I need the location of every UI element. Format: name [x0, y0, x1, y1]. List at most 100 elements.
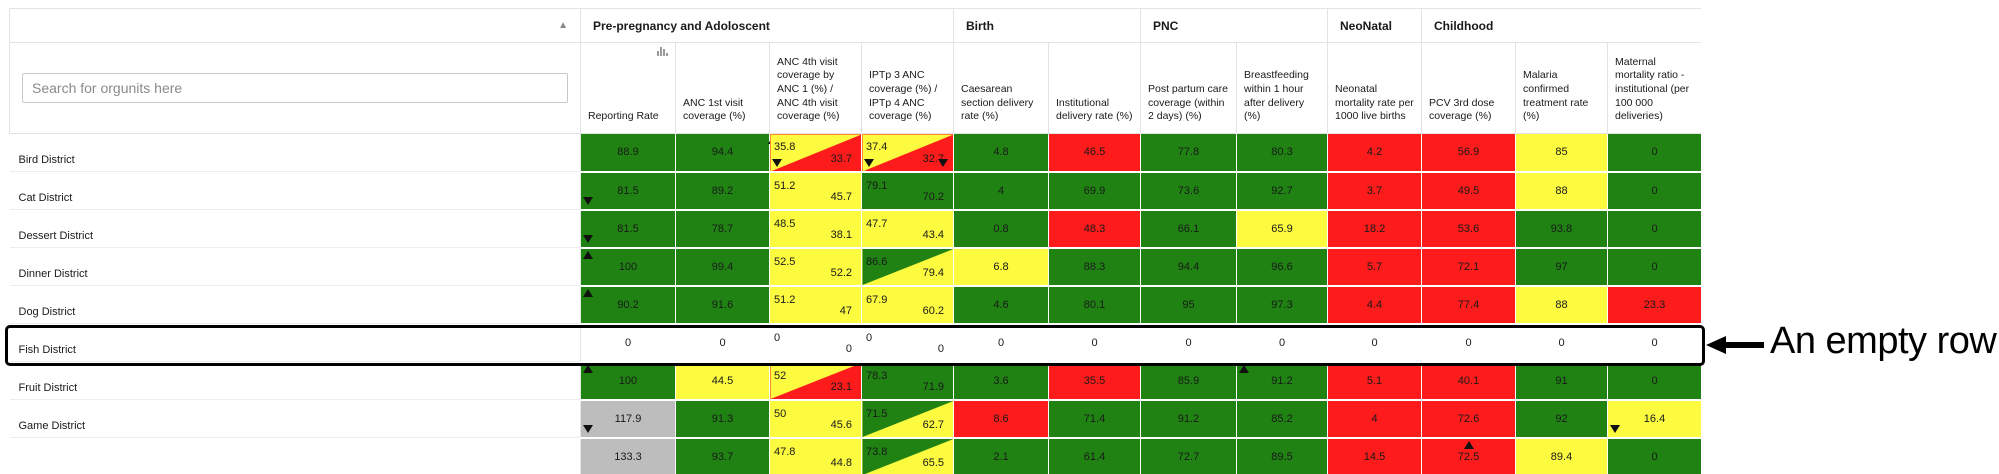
value-cell[interactable]: 0 [953, 323, 1049, 363]
value-cell[interactable]: 91.2 [1236, 361, 1328, 401]
value-cell[interactable]: 72.7 [1140, 437, 1237, 474]
value-cell[interactable]: 3.7 [1327, 171, 1422, 211]
split-value-cell[interactable]: 86.6 79.4 [861, 247, 954, 287]
value-cell[interactable]: 0 [1607, 323, 1701, 363]
value-cell[interactable]: 100 [580, 361, 676, 401]
value-cell[interactable]: 77.4 [1421, 285, 1516, 325]
value-cell[interactable]: 4.8 [953, 133, 1049, 173]
value-cell[interactable]: 5.7 [1327, 247, 1422, 287]
orgunit-name[interactable]: Game District [9, 399, 581, 438]
value-cell[interactable]: 4.4 [1327, 285, 1422, 325]
value-cell[interactable]: 91.2 [1140, 399, 1237, 439]
table-row[interactable]: Dinner District 100 99.4 52.5 52.2 86.6 79.4 6.… [9, 247, 1701, 287]
value-cell[interactable]: 81.5 [580, 171, 676, 211]
value-cell[interactable]: 73.6 [1140, 171, 1237, 211]
value-cell[interactable]: 2.1 [953, 437, 1049, 474]
column-header[interactable]: Caesarean section delivery rate (%) [953, 42, 1049, 134]
split-value-cell[interactable]: 51.2 45.7 [769, 171, 862, 211]
value-cell[interactable]: 6.8 [953, 247, 1049, 287]
value-cell[interactable]: 91 [1515, 361, 1608, 401]
value-cell[interactable]: 81.5 [580, 209, 676, 249]
value-cell[interactable]: 85.2 [1236, 399, 1328, 439]
split-value-cell[interactable]: 51.2 47 [769, 285, 862, 325]
value-cell[interactable]: 90.2 [580, 285, 676, 325]
value-cell[interactable]: 0 [1421, 323, 1516, 363]
value-cell[interactable]: 117.9 [580, 399, 676, 439]
value-cell[interactable]: 53.6 [1421, 209, 1516, 249]
orgunit-name[interactable]: Fish District [9, 323, 581, 362]
value-cell[interactable]: 99.4 [675, 247, 770, 287]
column-header[interactable]: Post partum care coverage (within 2 days… [1140, 42, 1237, 134]
column-header[interactable]: Breastfeeding within 1 hour after delive… [1236, 42, 1328, 134]
value-cell[interactable]: 94.4 [1140, 247, 1237, 287]
value-cell[interactable]: 88.9 [580, 133, 676, 173]
column-header[interactable]: ANC 4th visit coverage by ANC 1 (%) / AN… [769, 42, 862, 134]
value-cell[interactable]: 93.8 [1515, 209, 1608, 249]
value-cell[interactable]: 46.5 [1048, 133, 1141, 173]
value-cell[interactable]: 95 [1140, 285, 1237, 325]
split-value-cell[interactable]: 52.5 52.2 [769, 247, 862, 287]
bar-chart-icon[interactable] [657, 47, 669, 56]
value-cell[interactable]: 14.5 [1327, 437, 1422, 474]
value-cell[interactable]: 96.6 [1236, 247, 1328, 287]
value-cell[interactable]: 0.8 [953, 209, 1049, 249]
split-value-cell[interactable]: 48.5 38.1 [769, 209, 862, 249]
value-cell[interactable]: 91.3 [675, 399, 770, 439]
value-cell[interactable]: 35.5 [1048, 361, 1141, 401]
value-cell[interactable]: 89.5 [1236, 437, 1328, 474]
split-value-cell[interactable]: 71.5 62.7 [861, 399, 954, 439]
value-cell[interactable]: 0 [1515, 323, 1608, 363]
orgunit-name[interactable]: Dessert District [9, 209, 581, 248]
value-cell[interactable]: 88.3 [1048, 247, 1141, 287]
value-cell[interactable]: 0 [1140, 323, 1237, 363]
column-header[interactable]: ANC 1st visit coverage (%) [675, 42, 770, 134]
table-row[interactable]: Fruit District 100 44.5 52 23.1 78.3 71.9 3.6 35… [9, 361, 1701, 401]
split-value-cell[interactable]: 47.7 43.4 [861, 209, 954, 249]
split-value-cell[interactable]: 78.3 71.9 [861, 361, 954, 401]
split-value-cell[interactable]: 50 45.6 [769, 399, 862, 439]
value-cell[interactable]: 92 [1515, 399, 1608, 439]
table-row[interactable]: 133.3 93.7 47.8 44.8 73.8 65.5 2.1 61.4 72.7 89.5… [9, 437, 1701, 474]
column-header[interactable]: Malaria confirmed treatment rate (%) [1515, 42, 1608, 134]
value-cell[interactable]: 4 [953, 171, 1049, 211]
value-cell[interactable]: 0 [580, 323, 676, 363]
value-cell[interactable]: 65.9 [1236, 209, 1328, 249]
value-cell[interactable]: 3.6 [953, 361, 1049, 401]
table-row[interactable]: Dog District 90.2 91.6 51.2 47 67.9 60.2 4.6 80.… [9, 285, 1701, 325]
value-cell[interactable]: 72.1 [1421, 247, 1516, 287]
value-cell[interactable]: 0 [1607, 209, 1701, 249]
split-value-cell[interactable]: 35.8 33.7 [769, 133, 862, 173]
value-cell[interactable]: 69.9 [1048, 171, 1141, 211]
value-cell[interactable]: 77.8 [1140, 133, 1237, 173]
column-header[interactable]: Maternal mortality ratio - institutional… [1607, 42, 1701, 134]
value-cell[interactable]: 89.4 [1515, 437, 1608, 474]
table-row[interactable]: Bird District 88.9 94.4 35.8 33.7 37.4 32.7 4.8… [9, 133, 1701, 173]
table-row[interactable]: Cat District 81.5 89.2 51.2 45.7 79.1 70.2 4 69.… [9, 171, 1701, 211]
value-cell[interactable]: 88 [1515, 285, 1608, 325]
value-cell[interactable]: 5.1 [1327, 361, 1422, 401]
column-header[interactable]: PCV 3rd dose coverage (%) [1421, 42, 1516, 134]
value-cell[interactable]: 49.5 [1421, 171, 1516, 211]
value-cell[interactable]: 88 [1515, 171, 1608, 211]
sort-header[interactable]: ▲ [9, 8, 581, 43]
orgunit-name[interactable]: Fruit District [9, 361, 581, 400]
value-cell[interactable]: 0 [1607, 171, 1701, 211]
orgunit-name[interactable]: Dinner District [9, 247, 581, 286]
value-cell[interactable]: 40.1 [1421, 361, 1516, 401]
value-cell[interactable]: 48.3 [1048, 209, 1141, 249]
split-value-cell[interactable]: 47.8 44.8 [769, 437, 862, 474]
value-cell[interactable]: 133.3 [580, 437, 676, 474]
table-row[interactable]: Dessert District 81.5 78.7 48.5 38.1 47.7 43.4… [9, 209, 1701, 249]
value-cell[interactable]: 92.7 [1236, 171, 1328, 211]
column-header[interactable]: IPTp 3 ANC coverage (%) / IPTp 4 ANC cov… [861, 42, 954, 134]
value-cell[interactable]: 0 [1607, 247, 1701, 287]
orgunit-name[interactable] [9, 437, 581, 474]
value-cell[interactable]: 4.2 [1327, 133, 1422, 173]
value-cell[interactable]: 80.3 [1236, 133, 1328, 173]
split-value-cell[interactable]: 52 23.1 [769, 361, 862, 401]
value-cell[interactable]: 0 [1236, 323, 1328, 363]
value-cell[interactable]: 0 [1607, 437, 1701, 474]
value-cell[interactable]: 4 [1327, 399, 1422, 439]
value-cell[interactable]: 97.3 [1236, 285, 1328, 325]
